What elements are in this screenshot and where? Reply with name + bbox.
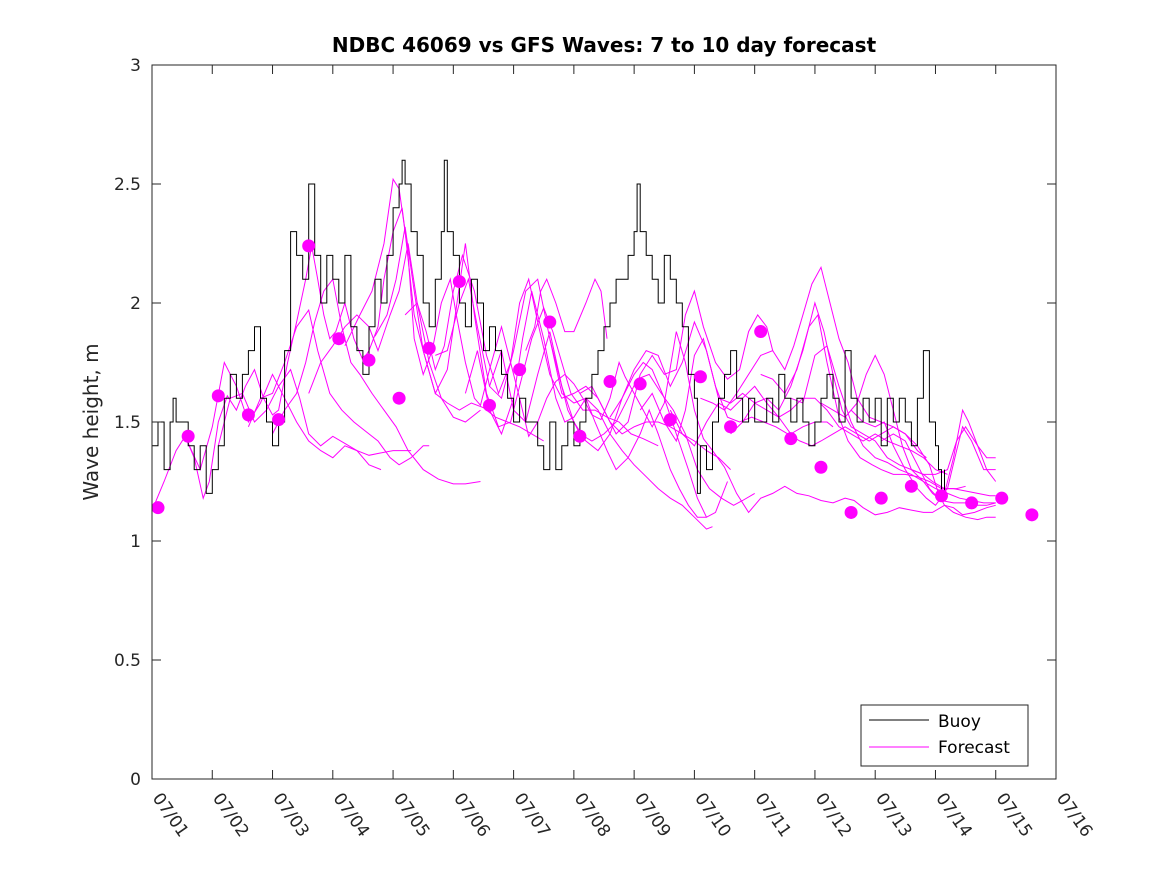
forecast-marker <box>874 491 888 505</box>
forecast-marker <box>814 460 828 474</box>
forecast-marker <box>1025 508 1039 522</box>
buoy-series-line <box>152 159 945 494</box>
forecast-run-line <box>760 313 996 497</box>
forecast-run-line <box>609 320 834 435</box>
forecast-run-line <box>152 207 996 516</box>
forecast-marker <box>513 363 527 377</box>
y-axis: 0 0.5 1 1.5 2 2.5 3 <box>114 56 1056 790</box>
forecast-marker <box>332 332 346 346</box>
legend-box <box>860 704 1029 767</box>
forecast-run-line <box>669 385 948 475</box>
chart-title: NDBC 46069 vs GFS Waves: 7 to 10 day for… <box>332 33 877 57</box>
forecast-run-line <box>435 277 713 530</box>
forecast-marker <box>663 413 677 427</box>
forecast-marker <box>965 496 979 510</box>
forecast-marker <box>452 275 466 289</box>
forecast-marker <box>724 420 738 434</box>
y-tick-label: 2 <box>130 294 141 314</box>
forecast-run-line <box>489 331 728 518</box>
forecast-run-line <box>579 289 774 435</box>
forecast-run-line <box>374 226 659 447</box>
buoy-line <box>152 159 945 494</box>
legend-label-buoy: Buoy <box>938 712 981 732</box>
forecast-marker <box>482 398 496 412</box>
forecast-marker <box>633 377 647 391</box>
y-tick-label: 0.5 <box>114 651 141 671</box>
forecast-run-line <box>272 277 481 485</box>
forecast-marker <box>573 429 587 443</box>
y-tick-label: 1.5 <box>114 413 141 433</box>
forecast-marker <box>241 408 255 422</box>
forecast-marker <box>272 413 286 427</box>
forecast-marker <box>784 432 798 446</box>
forecast-marker <box>995 491 1009 505</box>
y-tick-label: 1 <box>130 532 141 552</box>
forecast-marker <box>543 315 557 329</box>
forecast-run-line <box>911 425 996 475</box>
forecast-run-line <box>850 408 997 507</box>
forecast-run-line <box>525 277 608 351</box>
forecast-run-line <box>404 253 731 470</box>
forecast-marker <box>211 389 225 403</box>
forecast-run-line <box>247 308 430 466</box>
forecast-marker <box>302 239 316 253</box>
forecast-marker <box>181 429 195 443</box>
legend: Buoy Forecast <box>860 704 1029 767</box>
legend-label-forecast: Forecast <box>938 738 1010 758</box>
forecast-run-line <box>790 344 996 504</box>
forecast-marker <box>603 375 617 389</box>
y-tick-label: 2.5 <box>114 175 141 195</box>
forecast-marker <box>362 353 376 367</box>
forecast-marker <box>392 391 406 405</box>
forecast-run-line <box>464 290 707 518</box>
y-axis-label: Wave height, m <box>79 343 103 500</box>
forecast-marker <box>693 370 707 384</box>
forecast-marker <box>934 489 948 503</box>
forecast-marker <box>151 501 165 515</box>
forecast-marker <box>844 505 858 519</box>
y-tick-label: 0 <box>130 770 141 790</box>
plot-area <box>151 159 1039 530</box>
y-tick-label: 3 <box>130 56 141 76</box>
forecast-markers <box>151 239 1039 522</box>
forecast-marker <box>754 325 768 339</box>
forecast-run-line <box>639 337 927 459</box>
forecast-run-line <box>700 265 996 521</box>
forecast-marker <box>904 479 918 493</box>
forecast-marker <box>422 341 436 355</box>
